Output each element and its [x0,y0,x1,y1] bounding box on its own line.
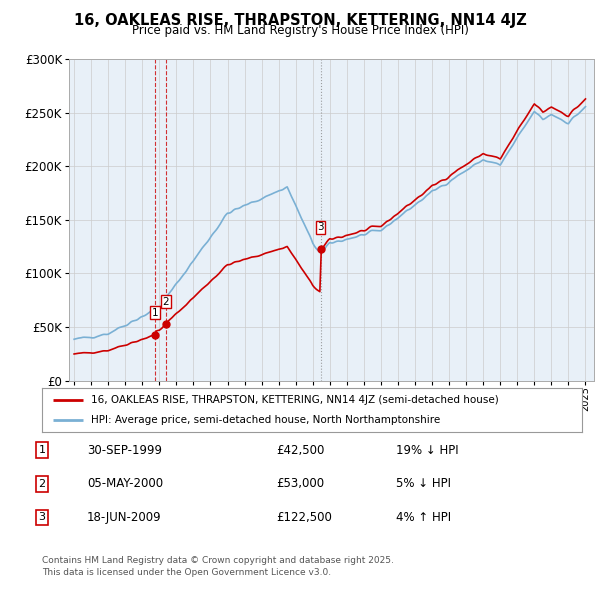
Text: 16, OAKLEAS RISE, THRAPSTON, KETTERING, NN14 4JZ: 16, OAKLEAS RISE, THRAPSTON, KETTERING, … [74,13,526,28]
Text: 30-SEP-1999: 30-SEP-1999 [87,444,162,457]
Text: £122,500: £122,500 [276,511,332,524]
Text: 18-JUN-2009: 18-JUN-2009 [87,511,161,524]
Text: 5% ↓ HPI: 5% ↓ HPI [396,477,451,490]
Text: 4% ↑ HPI: 4% ↑ HPI [396,511,451,524]
Text: 05-MAY-2000: 05-MAY-2000 [87,477,163,490]
Text: 2: 2 [38,479,46,489]
Text: 1: 1 [152,308,158,318]
Text: HPI: Average price, semi-detached house, North Northamptonshire: HPI: Average price, semi-detached house,… [91,415,440,425]
Text: Price paid vs. HM Land Registry's House Price Index (HPI): Price paid vs. HM Land Registry's House … [131,24,469,37]
Text: This data is licensed under the Open Government Licence v3.0.: This data is licensed under the Open Gov… [42,568,331,576]
Text: 3: 3 [317,222,324,232]
Text: 16, OAKLEAS RISE, THRAPSTON, KETTERING, NN14 4JZ (semi-detached house): 16, OAKLEAS RISE, THRAPSTON, KETTERING, … [91,395,499,405]
Text: Contains HM Land Registry data © Crown copyright and database right 2025.: Contains HM Land Registry data © Crown c… [42,556,394,565]
Text: 3: 3 [38,513,46,522]
Text: £42,500: £42,500 [276,444,325,457]
Text: 19% ↓ HPI: 19% ↓ HPI [396,444,458,457]
Text: 1: 1 [38,445,46,455]
Text: 2: 2 [163,297,169,307]
Text: £53,000: £53,000 [276,477,324,490]
